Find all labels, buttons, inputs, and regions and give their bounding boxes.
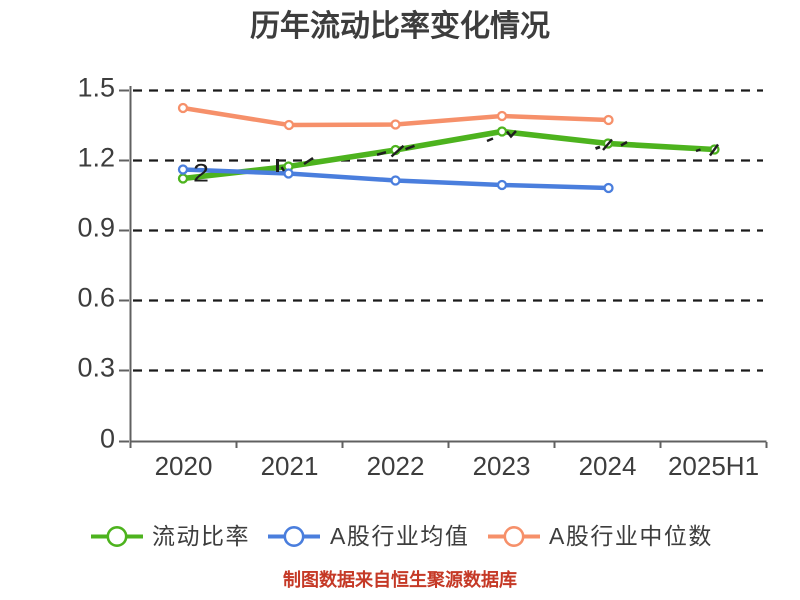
svg-text:0.6: 0.6 xyxy=(77,283,115,313)
svg-text:1.5: 1.5 xyxy=(77,73,115,103)
svg-text:2020: 2020 xyxy=(155,451,213,481)
svg-text:0.9: 0.9 xyxy=(77,213,115,243)
svg-text:2024: 2024 xyxy=(579,451,637,481)
svg-text:2021: 2021 xyxy=(261,451,319,481)
svg-text:0.3: 0.3 xyxy=(77,353,115,383)
svg-text:历年流动比率变化情况: 历年流动比率变化情况 xyxy=(250,9,550,43)
svg-text:2: 2 xyxy=(193,160,209,188)
svg-text:A股行业中位数: A股行业中位数 xyxy=(549,523,713,549)
svg-text:A股行业均值: A股行业均值 xyxy=(330,523,469,549)
svg-text:0: 0 xyxy=(100,424,115,454)
svg-text:流动比率: 流动比率 xyxy=(152,523,250,549)
svg-text:2025H1: 2025H1 xyxy=(668,451,759,481)
svg-text:制图数据来自恒生聚源数据库: 制图数据来自恒生聚源数据库 xyxy=(283,569,517,590)
svg-text:2023: 2023 xyxy=(473,451,531,481)
svg-text:2022: 2022 xyxy=(367,451,425,481)
svg-text:1.2: 1.2 xyxy=(77,143,115,173)
